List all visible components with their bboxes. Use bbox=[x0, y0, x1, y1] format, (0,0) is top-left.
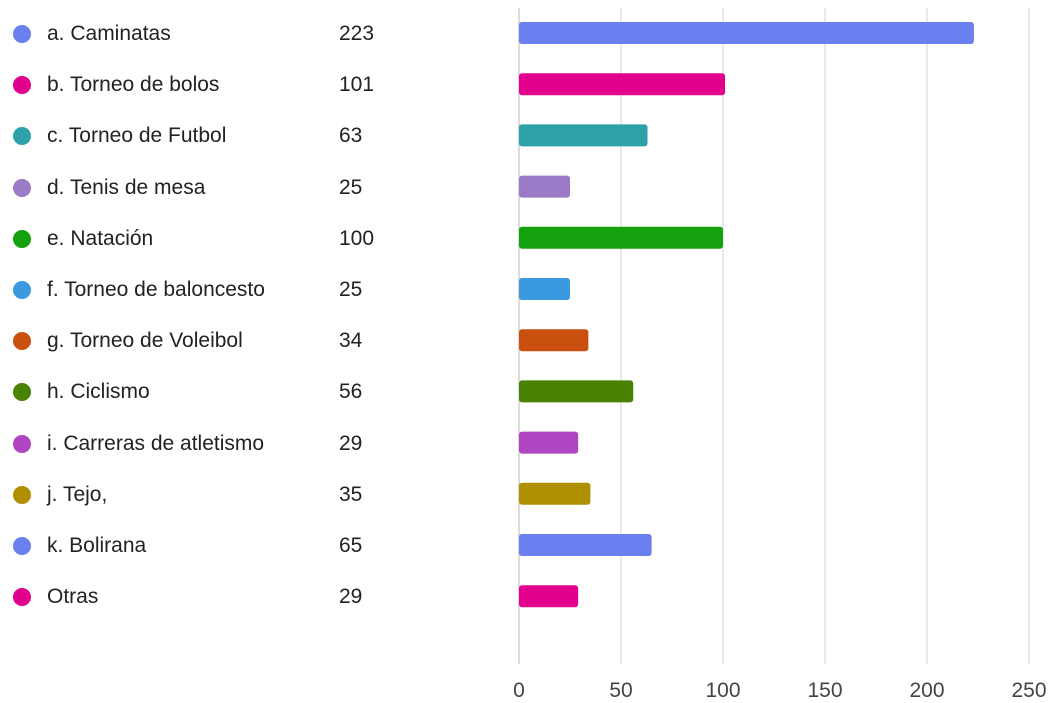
legend-dot-icon bbox=[13, 332, 31, 351]
x-tick-label: 100 bbox=[705, 679, 740, 702]
legend-dot-icon bbox=[13, 25, 31, 43]
legend-item[interactable]: k. Bolirana 65 bbox=[0, 528, 500, 564]
legend-label: f. Torneo de baloncesto bbox=[47, 278, 265, 301]
legend-value: 29 bbox=[339, 431, 363, 455]
legend-item[interactable]: j. Tejo, 35 bbox=[0, 477, 500, 513]
legend-label: d. Tenis de mesa bbox=[47, 175, 206, 199]
legend-label: h. Ciclismo bbox=[47, 380, 150, 404]
bar[interactable] bbox=[519, 380, 634, 403]
legend-item[interactable]: a. Caminatas 223 bbox=[0, 16, 500, 52]
bar[interactable] bbox=[519, 534, 652, 556]
legend-value: 223 bbox=[339, 22, 375, 45]
legend-label: g. Torneo de Voleibol bbox=[47, 329, 243, 353]
bar[interactable] bbox=[519, 175, 570, 198]
legend-label: a. Caminatas bbox=[47, 22, 171, 45]
legend-item[interactable]: g. Torneo de Voleibol 34 bbox=[0, 323, 500, 359]
legend-label: i. Carreras de atletismo bbox=[47, 431, 265, 455]
legend-dot-icon bbox=[13, 229, 31, 248]
legend-value: 25 bbox=[339, 278, 363, 301]
legend-item[interactable]: d. Tenis de mesa 25 bbox=[0, 170, 500, 206]
legend-dot-icon bbox=[13, 588, 31, 607]
legend-value: 56 bbox=[339, 380, 363, 404]
bar[interactable] bbox=[519, 278, 570, 300]
legend: a. Caminatas 223 b. Torneo de bolos 101 c. T… bbox=[0, 0, 500, 650]
legend-label: j. Tejo, bbox=[47, 482, 108, 506]
legend-item[interactable]: i. Carreras de atletismo 29 bbox=[0, 426, 500, 462]
legend-value: 100 bbox=[339, 226, 375, 250]
legend-dot-icon bbox=[13, 383, 31, 402]
legend-label: c. Torneo de Futbol bbox=[47, 124, 227, 148]
legend-item[interactable]: h. Ciclismo 56 bbox=[0, 374, 500, 410]
legend-dot-icon bbox=[13, 178, 31, 197]
bars bbox=[519, 22, 974, 608]
legend-value: 63 bbox=[339, 124, 363, 148]
x-tick-label: 200 bbox=[909, 679, 944, 702]
legend-item[interactable]: e. Natación 100 bbox=[0, 221, 500, 257]
legend-dot-icon bbox=[13, 76, 31, 95]
legend-item[interactable]: c. Torneo de Futbol 63 bbox=[0, 118, 500, 154]
legend-dot-icon bbox=[13, 485, 31, 504]
legend-label: e. Natación bbox=[47, 226, 154, 250]
legend-value: 29 bbox=[339, 585, 363, 609]
legend-label: Otras bbox=[47, 585, 99, 609]
bar[interactable] bbox=[519, 73, 726, 96]
bar[interactable] bbox=[519, 329, 589, 352]
x-tick-label: 250 bbox=[1011, 679, 1046, 702]
bar[interactable] bbox=[519, 431, 579, 454]
legend-value: 35 bbox=[339, 482, 363, 506]
x-tick-label: 50 bbox=[609, 679, 632, 702]
legend-dot-icon bbox=[13, 281, 31, 299]
bar[interactable] bbox=[519, 226, 723, 249]
legend-dot-icon bbox=[13, 127, 31, 146]
bar[interactable] bbox=[519, 585, 579, 608]
legend-value: 34 bbox=[339, 329, 363, 353]
bar[interactable] bbox=[519, 124, 648, 147]
legend-item[interactable]: b. Torneo de bolos 101 bbox=[0, 67, 500, 103]
legend-dot-icon bbox=[13, 537, 31, 555]
legend-item[interactable]: f. Torneo de baloncesto 25 bbox=[0, 272, 500, 308]
x-tick-label: 0 bbox=[513, 679, 525, 702]
legend-value: 101 bbox=[339, 73, 375, 97]
x-axis-ticks: 0 50 100 150 200 250 bbox=[513, 679, 1046, 702]
bar[interactable] bbox=[519, 482, 591, 505]
gridlines bbox=[518, 8, 1030, 664]
legend-dot-icon bbox=[13, 434, 31, 453]
legend-value: 25 bbox=[339, 175, 363, 199]
legend-value: 65 bbox=[339, 534, 363, 557]
bar[interactable] bbox=[519, 22, 974, 44]
legend-item[interactable]: Otras 29 bbox=[0, 579, 500, 615]
legend-label: k. Bolirana bbox=[47, 534, 147, 557]
legend-label: b. Torneo de bolos bbox=[47, 73, 220, 97]
x-tick-label: 150 bbox=[807, 679, 842, 702]
